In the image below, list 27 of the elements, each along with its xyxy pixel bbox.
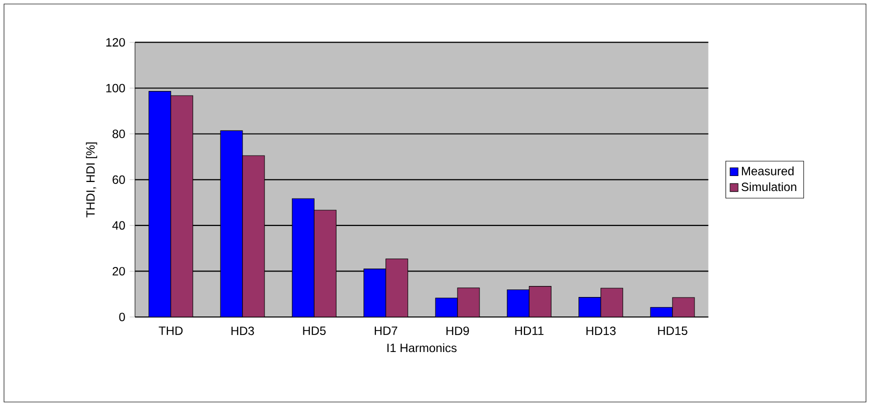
bar [672, 297, 695, 317]
y-tick-label: 80 [112, 130, 125, 138]
x-tick-label: HD3 [231, 326, 254, 336]
bar [458, 288, 480, 317]
bar [529, 286, 552, 317]
x-tick-label: HD7 [374, 326, 398, 335]
x-axis-title: I1 Harmonics [387, 343, 457, 352]
x-tick-label: HD13 [586, 326, 616, 336]
y-tick-label: 60 [112, 175, 125, 184]
x-tick-label: HD5 [303, 326, 326, 335]
y-tick-label: 100 [106, 84, 125, 92]
x-tick-label: HD15 [658, 326, 688, 335]
bar [242, 156, 265, 317]
y-tick-label: 40 [112, 221, 125, 230]
x-tick-label: THD [158, 326, 183, 335]
x-tick-label: HD9 [446, 326, 469, 336]
y-tick-label: 0 [119, 312, 125, 322]
y-axis-title: THDI, HDI [%] [86, 142, 98, 218]
bar [386, 258, 408, 317]
legend-label: Measured [742, 166, 794, 176]
y-tick-label: 120 [106, 38, 125, 47]
y-tick-label: 20 [112, 266, 125, 276]
bar [170, 96, 193, 317]
legend-label: Simulation [742, 182, 796, 192]
x-tick-label: HD11 [515, 326, 544, 335]
bar [600, 288, 623, 317]
bar [314, 210, 336, 317]
